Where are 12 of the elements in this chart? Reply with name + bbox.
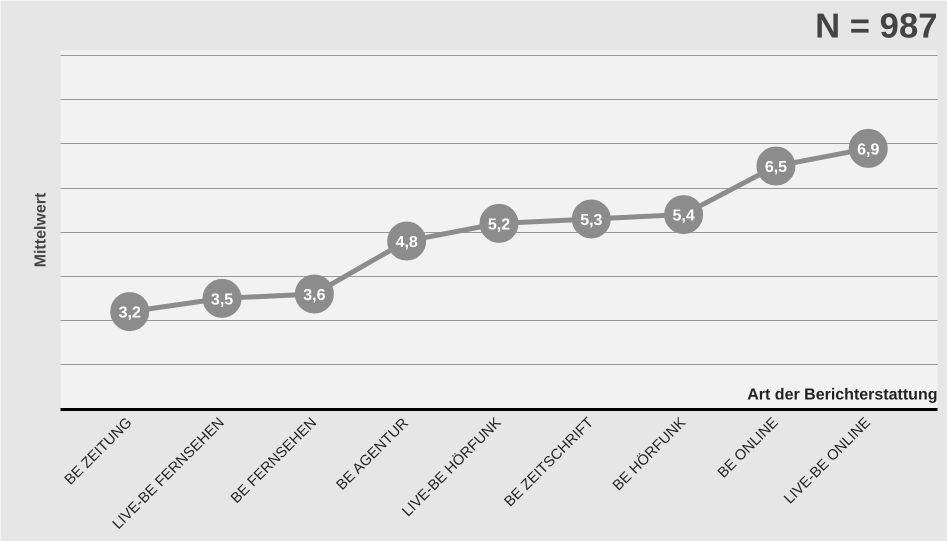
data-label: 6,5	[764, 159, 788, 176]
data-label: 5,2	[488, 216, 510, 234]
data-label: 4,8	[396, 234, 418, 252]
data-label: 6,9	[857, 141, 880, 158]
data-label: 3,5	[210, 291, 234, 308]
x-axis-title: Art der Berichterstattung	[747, 386, 938, 404]
y-axis-title: Mittelwert	[32, 192, 50, 268]
chart-title: N = 987	[815, 8, 938, 46]
data-label: 3,6	[303, 286, 326, 304]
data-label: 5,3	[580, 212, 603, 229]
data-label: 5,4	[672, 208, 695, 225]
data-label: 3,2	[118, 304, 141, 322]
